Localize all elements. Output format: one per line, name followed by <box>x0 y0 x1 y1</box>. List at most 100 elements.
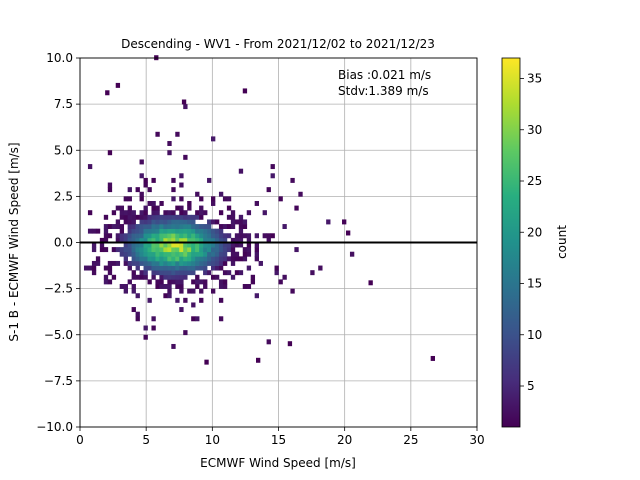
heatmap-bin <box>115 260 121 266</box>
heatmap-bin <box>183 260 188 266</box>
x-axis-label: ECMWF Wind Speed [m/s] <box>200 456 356 470</box>
heatmap-bin <box>167 279 172 285</box>
heatmap-bin <box>218 191 224 197</box>
heatmap-bin <box>143 242 148 248</box>
heatmap-bin <box>83 265 89 271</box>
heatmap-bin <box>218 256 224 262</box>
heatmap-bin <box>151 233 156 239</box>
heatmap-bin <box>266 339 271 345</box>
heatmap-bin <box>151 270 156 276</box>
heatmap-bin <box>131 260 136 266</box>
heatmap-bin <box>127 265 132 271</box>
heatmap-bin <box>159 284 164 289</box>
heatmap-bin <box>167 228 172 234</box>
heatmap-bin <box>91 260 97 266</box>
heatmap-bin <box>195 251 200 257</box>
heatmap-bin <box>230 237 236 243</box>
heatmap-bin <box>151 325 156 331</box>
heatmap-bin <box>211 219 216 225</box>
heatmap-bin <box>167 274 172 280</box>
heatmap-bin <box>183 256 188 262</box>
heatmap-bin <box>246 237 252 243</box>
heatmap-bin <box>131 219 136 225</box>
heatmap-bin <box>195 316 200 322</box>
heatmap-bin <box>183 274 188 280</box>
heatmap-bin <box>167 233 172 239</box>
heatmap-bin <box>183 233 188 239</box>
heatmap-bin <box>218 210 224 216</box>
heatmap-bin <box>143 251 148 257</box>
heatmap-bin <box>139 219 144 225</box>
heatmap-bin <box>242 247 248 253</box>
heatmap-bin <box>171 210 176 216</box>
heatmap-bin <box>218 237 224 243</box>
heatmap-bin <box>163 233 168 239</box>
heatmap-bin <box>242 224 248 230</box>
heatmap-bin <box>195 233 200 239</box>
heatmap-bin <box>187 224 192 230</box>
heatmap-bin <box>203 247 208 253</box>
heatmap-bin <box>155 270 160 276</box>
heatmap-bin <box>167 141 172 146</box>
heatmap-bin <box>111 274 117 280</box>
heatmap-bin <box>207 270 212 276</box>
heatmap-bin <box>195 279 200 285</box>
heatmap-bin <box>115 82 121 88</box>
heatmap-bin <box>171 256 176 262</box>
heatmap-bin <box>115 247 121 253</box>
heatmap-bin <box>143 256 148 262</box>
heatmap-bin <box>91 242 97 248</box>
heatmap-bin <box>143 219 148 225</box>
heatmap-bin <box>183 214 188 220</box>
heatmap-bin <box>135 242 140 248</box>
heatmap-bin <box>151 251 156 257</box>
heatmap-bin <box>246 265 252 271</box>
heatmap-bin <box>155 219 160 225</box>
heatmap-bin <box>230 256 236 262</box>
heatmap-bin <box>199 233 204 239</box>
heatmap-bin <box>191 242 196 248</box>
heatmap-bin <box>143 274 148 280</box>
heatmap-bin <box>195 224 200 230</box>
heatmap-bin <box>115 233 121 239</box>
heatmap-bin <box>211 251 216 257</box>
heatmap-bin <box>207 251 212 257</box>
heatmap-bin <box>270 173 275 179</box>
heatmap-bin <box>242 251 248 257</box>
heatmap-bin <box>230 247 236 253</box>
heatmap-bin <box>155 260 160 266</box>
heatmap-bin <box>238 256 244 262</box>
heatmap-bin <box>187 288 192 294</box>
heatmap-bin <box>191 251 196 257</box>
heatmap-bin <box>155 237 160 243</box>
heatmap-bin <box>119 228 125 234</box>
heatmap-bin <box>345 230 351 236</box>
heatmap-bin <box>203 256 208 262</box>
heatmap-bin <box>167 237 172 243</box>
heatmap-bin <box>181 99 187 105</box>
heatmap-bin <box>159 260 164 266</box>
heatmap-bin <box>119 210 125 216</box>
heatmap-bin <box>123 256 128 262</box>
heatmap-bin <box>191 260 196 266</box>
heatmap-bin <box>179 219 184 225</box>
heatmap-bin <box>222 247 228 253</box>
heatmap-bin <box>95 260 101 266</box>
heatmap-bin <box>99 242 105 248</box>
heatmap-bin <box>107 260 113 266</box>
heatmap-bin <box>258 260 263 266</box>
heatmap-bin <box>234 242 240 248</box>
colorbar-tick-label: 15 <box>527 277 542 291</box>
heatmap-bin <box>131 270 136 276</box>
heatmap-bin <box>175 219 180 225</box>
heatmap-bin <box>183 210 188 216</box>
heatmap-bin <box>151 256 156 262</box>
heatmap-bin <box>199 210 204 216</box>
heatmap-bin <box>187 247 192 253</box>
heatmap-bin <box>204 359 209 365</box>
heatmap-bin <box>171 237 176 243</box>
colorbar-tick-label: 10 <box>527 328 542 342</box>
heatmap-bin <box>238 224 244 230</box>
heatmap-bin <box>163 260 168 266</box>
heatmap-bin <box>222 251 228 257</box>
